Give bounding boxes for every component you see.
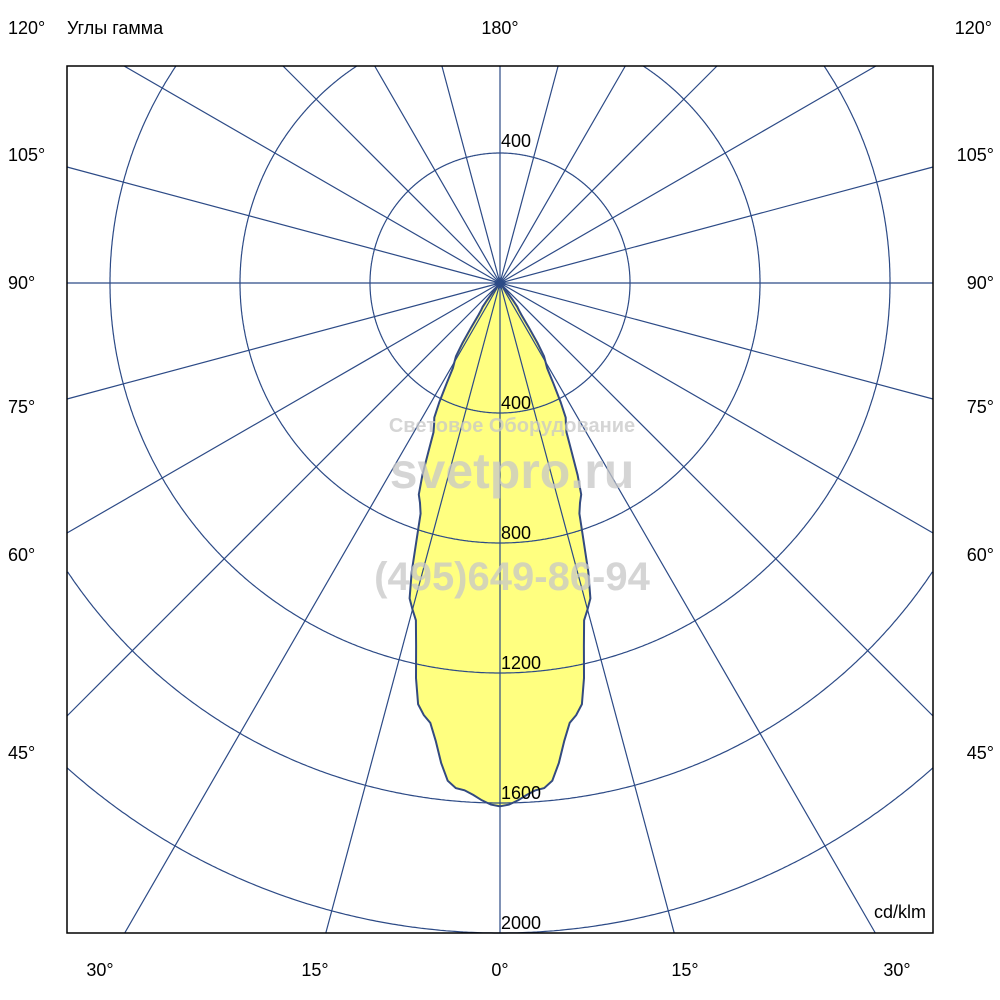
- angle-label-left: 45°: [8, 743, 35, 763]
- angle-label-right: 75°: [967, 397, 994, 417]
- grid-spoke: [124, 282, 501, 934]
- grid-ring: [109, 65, 500, 674]
- grid-spoke: [499, 166, 934, 284]
- grid-spoke: [282, 65, 501, 284]
- watermark-line2: svetpro.ru: [390, 443, 635, 499]
- grid-spoke: [499, 65, 877, 284]
- grid-ring: [500, 65, 891, 674]
- chart-title: Углы гамма: [67, 18, 164, 38]
- grid-ring: [500, 65, 761, 544]
- grid-ring: [500, 571, 933, 804]
- polar-grid: [66, 65, 934, 934]
- angle-label-left: 105°: [8, 145, 45, 165]
- ring-label-upper: 400: [501, 131, 531, 151]
- watermark-line3: (495)649-86-94: [374, 555, 650, 599]
- angle-label-bottom: 0°: [491, 960, 508, 980]
- grid-spoke: [499, 65, 626, 284]
- unit-label: cd/klm: [874, 902, 926, 922]
- angle-label-top-left: 120°: [8, 18, 45, 38]
- grid-spoke: [441, 65, 501, 284]
- grid-spoke: [499, 282, 934, 717]
- ring-label: 800: [501, 523, 531, 543]
- grid-spoke: [66, 282, 501, 534]
- angle-label-top-center: 180°: [481, 18, 518, 38]
- ring-label: 400: [501, 393, 531, 413]
- angle-label-bottom: 30°: [86, 960, 113, 980]
- grid-spoke: [499, 65, 559, 284]
- grid-spoke: [374, 65, 501, 284]
- angle-label-right: 105°: [957, 145, 994, 165]
- grid-spoke: [499, 282, 934, 400]
- grid-spoke: [499, 282, 876, 934]
- angle-label-left: 60°: [8, 545, 35, 565]
- angle-label-bottom: 15°: [301, 960, 328, 980]
- angle-label-right: 45°: [967, 743, 994, 763]
- grid-ring: [239, 65, 500, 544]
- grid-spoke: [66, 282, 501, 400]
- grid-spoke: [66, 282, 501, 717]
- ring-label: 1600: [501, 783, 541, 803]
- ring-label: 1200: [501, 653, 541, 673]
- grid-spoke: [499, 65, 718, 284]
- ring-label: 2000: [501, 913, 541, 933]
- angle-label-left: 90°: [8, 273, 35, 293]
- grid-ring: [66, 767, 500, 934]
- grid-spoke: [123, 65, 501, 284]
- grid-spoke: [499, 282, 934, 534]
- angle-label-left: 75°: [8, 397, 35, 417]
- center-marker: [494, 277, 506, 289]
- angle-label-right: 60°: [967, 545, 994, 565]
- angle-label-right: 90°: [967, 273, 994, 293]
- plot-frame: [66, 65, 934, 934]
- watermark-line1: Световое Оборудование: [389, 415, 635, 437]
- angle-label-top-right: 120°: [955, 18, 992, 38]
- grid-ring: [500, 767, 934, 934]
- grid-ring: [67, 571, 500, 804]
- watermark: Световое Оборудование svetpro.ru (495)64…: [374, 415, 650, 599]
- angle-label-bottom: 15°: [671, 960, 698, 980]
- grid-spoke: [66, 166, 501, 284]
- angle-label-bottom: 30°: [883, 960, 910, 980]
